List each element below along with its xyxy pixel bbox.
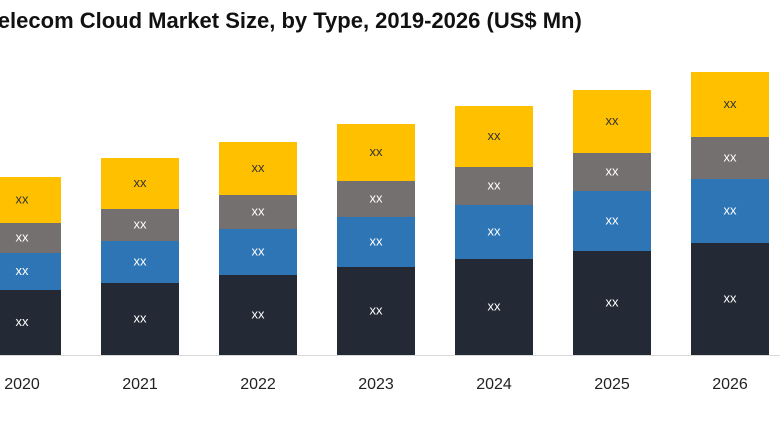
- data-label: xx: [16, 263, 30, 278]
- data-label: xx: [134, 216, 148, 231]
- data-label: xx: [488, 298, 502, 313]
- bar-segment: [219, 275, 297, 355]
- bar-segment: [337, 181, 415, 217]
- bar-segment: [573, 251, 651, 355]
- data-label: xx: [134, 175, 148, 190]
- x-tick-label: 2026: [712, 376, 748, 393]
- x-tick-label: 2023: [358, 376, 394, 393]
- data-label: xx: [724, 290, 738, 305]
- data-label: xx: [252, 160, 266, 175]
- bar-segment: [101, 241, 179, 283]
- bar-segment: [455, 259, 533, 355]
- bar-segment: [337, 267, 415, 355]
- bar-segment: [455, 106, 533, 167]
- bar-segment: [337, 124, 415, 181]
- bar-segment: [337, 217, 415, 267]
- bar-segment: [0, 177, 61, 223]
- bar-segment: [0, 253, 61, 290]
- data-label: xx: [370, 190, 384, 205]
- data-label: xx: [606, 113, 620, 128]
- data-label: xx: [488, 177, 502, 192]
- data-label: xx: [16, 314, 30, 329]
- bar-segment: [573, 153, 651, 191]
- data-label: xx: [370, 302, 384, 317]
- bar-segment: [573, 90, 651, 153]
- bar-segment: [455, 167, 533, 205]
- x-tick-label: 2020: [4, 376, 40, 393]
- bar-segment: [455, 205, 533, 259]
- data-label: xx: [606, 294, 620, 309]
- data-label: xx: [724, 96, 738, 111]
- data-label: xx: [134, 253, 148, 268]
- bar-segment: [573, 191, 651, 251]
- x-tick-label: 2021: [122, 376, 158, 393]
- bar-segment: [219, 142, 297, 195]
- x-tick-label: 2022: [240, 376, 276, 393]
- data-label: xx: [252, 243, 266, 258]
- x-tick-label: 2025: [594, 376, 630, 393]
- bar-segment: [101, 158, 179, 209]
- bar-segment: [101, 209, 179, 241]
- data-label: xx: [134, 310, 148, 325]
- bar-segment: [101, 283, 179, 355]
- bar-segment: [691, 243, 769, 355]
- data-label: xx: [488, 223, 502, 238]
- data-label: xx: [16, 191, 30, 206]
- bar-segment: [691, 72, 769, 137]
- data-label: xx: [606, 163, 620, 178]
- bar-segment: [691, 179, 769, 243]
- chart-title: Telecom Cloud Market Size, by Type, 2019…: [0, 8, 582, 33]
- data-label: xx: [606, 212, 620, 227]
- bar-segment: [0, 290, 61, 355]
- bar-segment: [0, 223, 61, 253]
- data-label: xx: [724, 202, 738, 217]
- x-tick-label: 2024: [476, 376, 512, 393]
- data-label: xx: [252, 203, 266, 218]
- bar-segment: [219, 229, 297, 275]
- data-label: xx: [370, 233, 384, 248]
- data-label: xx: [724, 149, 738, 164]
- data-label: xx: [370, 144, 384, 159]
- data-label: xx: [252, 306, 266, 321]
- data-label: xx: [488, 128, 502, 143]
- data-label: xx: [16, 229, 30, 244]
- bar-segment: [691, 137, 769, 179]
- bar-segment: [219, 195, 297, 229]
